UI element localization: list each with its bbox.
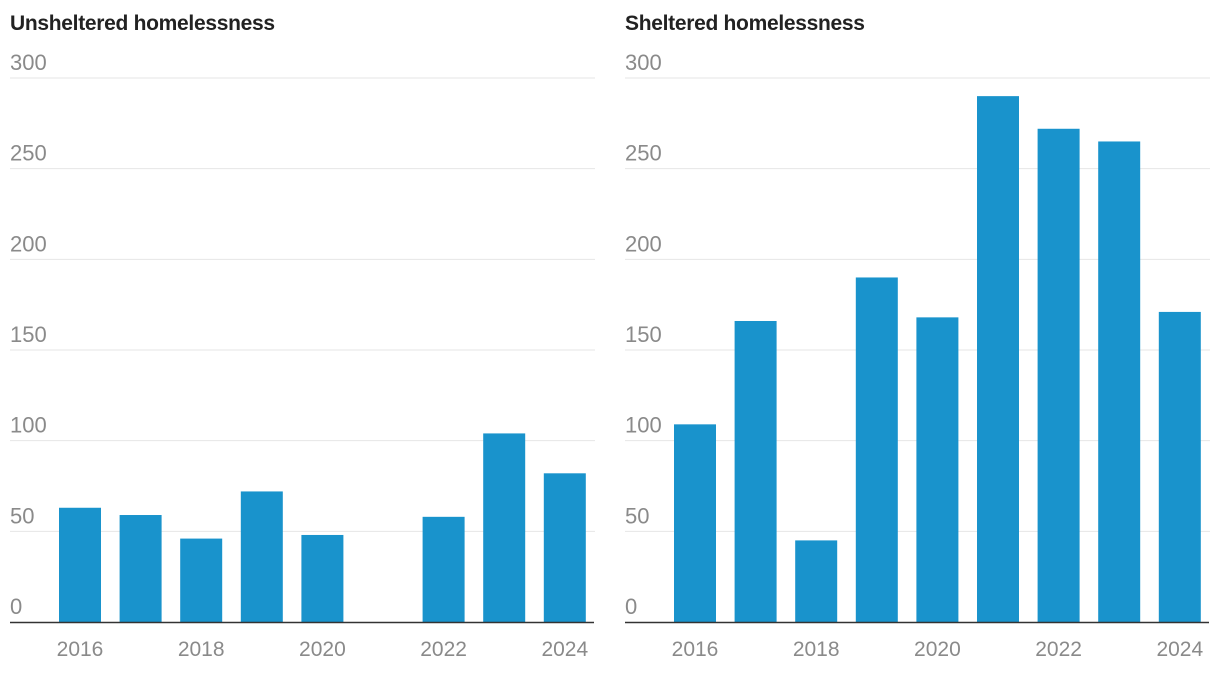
x-tick-label: 2020 <box>914 638 961 661</box>
bar-2016 <box>59 507 101 622</box>
x-tick-label: 2018 <box>793 638 840 661</box>
x-tick-label: 2018 <box>178 638 225 661</box>
y-tick-label: 50 <box>625 503 649 528</box>
bar-2022 <box>422 516 465 622</box>
x-tick-label: 2016 <box>672 638 719 661</box>
y-tick-label: 300 <box>10 50 47 75</box>
unsheltered-chart-plot: 0 50 100 150 200 250 300 2016 2018 2020 2022 2024 <box>10 50 595 661</box>
bar-2020 <box>916 317 959 622</box>
y-tick-label: 100 <box>625 413 662 438</box>
bar-2019 <box>855 277 898 622</box>
y-tick-label: 0 <box>10 594 22 619</box>
bar-2018 <box>795 540 838 622</box>
bar-2021 <box>977 96 1019 623</box>
bar-2019 <box>240 491 283 622</box>
y-tick-label: 200 <box>625 231 662 256</box>
bar-2022 <box>1037 128 1080 623</box>
y-tick-label: 100 <box>10 413 47 438</box>
bar-2018 <box>180 538 223 622</box>
bar-2017 <box>734 320 777 622</box>
x-tick-label: 2024 <box>541 638 588 661</box>
bar-2024 <box>543 473 586 622</box>
x-tick-label: 2024 <box>1156 638 1203 661</box>
x-tick-label: 2022 <box>420 638 467 661</box>
chart-title: Unsheltered homelessness <box>10 12 275 35</box>
unsheltered-chart-panel: Unsheltered homelessness 0 50 100 150 200 250… <box>0 0 600 680</box>
sheltered-chart-plot: 0 50 100 150 200 250 300 2016 2018 2020 2022 2024 <box>625 50 1210 661</box>
x-tick-label: 2020 <box>299 638 346 661</box>
chart-title: Sheltered homelessness <box>625 12 865 35</box>
bar-2023 <box>483 433 526 622</box>
bar-2017 <box>119 515 162 622</box>
y-tick-label: 250 <box>10 141 47 166</box>
y-tick-label: 50 <box>10 503 34 528</box>
y-tick-label: 200 <box>10 231 47 256</box>
bar-2023 <box>1098 141 1141 622</box>
x-tick-label: 2016 <box>57 638 104 661</box>
sheltered-chart-panel: Sheltered homelessness 0 50 100 150 200 250 30… <box>615 0 1215 680</box>
bar-2024 <box>1158 311 1201 622</box>
y-tick-label: 300 <box>625 50 662 75</box>
bar-2016 <box>674 424 716 622</box>
y-tick-label: 150 <box>10 322 47 347</box>
bar-2020 <box>301 534 344 622</box>
y-tick-label: 150 <box>625 322 662 347</box>
x-tick-label: 2022 <box>1035 638 1082 661</box>
y-tick-label: 0 <box>625 594 637 619</box>
y-tick-label: 250 <box>625 141 662 166</box>
